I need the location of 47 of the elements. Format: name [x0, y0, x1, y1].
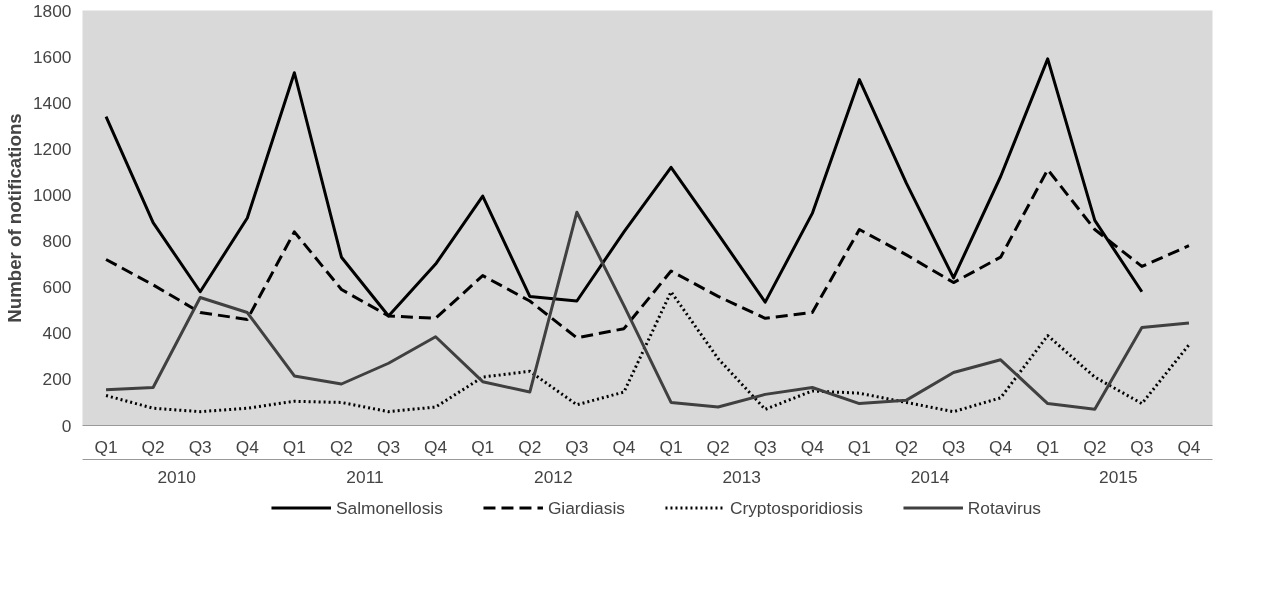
text: 2013 — [722, 466, 761, 487]
y-tick-label: 1000 — [32, 184, 72, 205]
x-tick-label: Q1 — [94, 436, 118, 457]
x-tick-label: Q1 — [847, 436, 871, 457]
x-tick-label: Q4 — [424, 436, 448, 457]
legend-label: Giardiasis — [547, 497, 625, 518]
x-tick-label: Q4 — [235, 436, 260, 457]
x-tick-label: Q4 — [800, 436, 825, 457]
x-tick-label: Q4 — [989, 436, 1013, 457]
text: 2014 — [910, 466, 950, 487]
x-tick-label: Q3 — [188, 436, 212, 457]
x-tick-label: Q3 — [376, 436, 401, 457]
line-series — [104, 210, 1191, 411]
x-tick-label: Q2 — [141, 436, 165, 457]
legend-label: Salmonellosis — [335, 497, 443, 518]
text: 2010 — [157, 466, 196, 487]
text: 2012 — [534, 466, 573, 487]
x-tick-label: Q3 — [565, 436, 589, 457]
y-tick-label: 800 — [42, 231, 72, 252]
x-tick-label: Q1 — [659, 436, 683, 457]
y-tick-label: 200 — [42, 369, 72, 390]
y-tick-label: 1200 — [32, 138, 72, 159]
x-tick-label: Q2 — [329, 436, 354, 457]
y-tick-label: 1600 — [32, 46, 72, 67]
text: 2015 — [1099, 466, 1138, 487]
x-tick-label: Q1 — [282, 436, 306, 457]
y-tick-label: 1400 — [32, 92, 72, 113]
x-tick-label: Q2 — [894, 436, 919, 457]
x-tick-label: Q4 — [1177, 436, 1201, 457]
x-tick-label: Q2 — [706, 436, 730, 457]
line-series — [104, 290, 1191, 414]
legend-label: Rotavirus — [967, 497, 1042, 518]
x-tick-label: Q1 — [1036, 436, 1060, 457]
y-axis-title: Number of notifications — [3, 113, 25, 323]
x-tick-label: Q3 — [941, 436, 966, 457]
y-tick-label: 1800 — [32, 0, 72, 21]
x-tick-label: Q2 — [1083, 436, 1107, 457]
x-tick-label: Q3 — [753, 436, 777, 457]
y-tick-label: 400 — [42, 323, 72, 344]
y-tick-label: 0 — [61, 415, 72, 436]
y-tick-label: 600 — [42, 277, 72, 298]
legend-label: Cryptosporidiosis — [729, 497, 863, 518]
x-tick-label: Q2 — [518, 436, 542, 457]
x-tick-label: Q4 — [612, 436, 636, 457]
text: 2011 — [346, 466, 384, 487]
x-tick-label: Q1 — [471, 436, 495, 457]
x-tick-label: Q3 — [1130, 436, 1154, 457]
